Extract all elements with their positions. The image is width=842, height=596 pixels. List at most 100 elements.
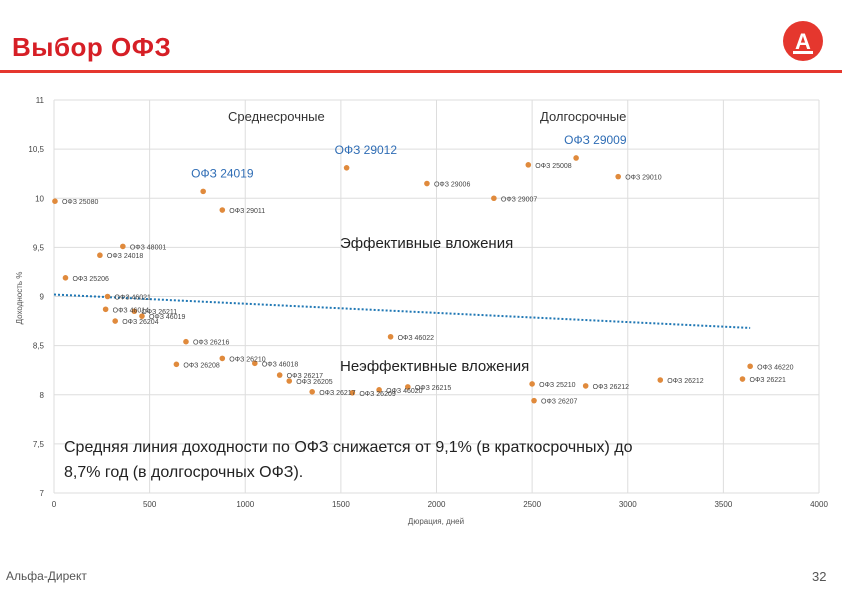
data-point <box>525 162 532 168</box>
data-label: ОФЗ 29007 <box>501 196 538 203</box>
ineffective-annotation: Неэффективные вложения <box>340 358 529 375</box>
title-divider <box>0 70 842 73</box>
data-label: ОФЗ 26208 <box>183 362 220 369</box>
data-label: ОФЗ 46014 <box>113 307 150 314</box>
slide-title: Выбор ОФЗ <box>12 32 172 62</box>
data-label: ОФЗ 46022 <box>398 335 435 342</box>
data-points <box>52 155 753 404</box>
data-label: ОФЗ 29010 <box>625 175 662 182</box>
x-axis-label: Дюрация, дней <box>408 517 464 526</box>
data-point <box>139 313 145 319</box>
data-label: ОФЗ 46021 <box>115 295 152 302</box>
logo-letter: А <box>795 29 811 54</box>
data-label: ОФЗ 25080 <box>62 199 99 206</box>
x-tick-labels: 0 500 1000 1500 2000 2500 3000 3500 4000 <box>52 500 829 509</box>
data-point <box>120 243 126 250</box>
data-point <box>531 397 537 404</box>
data-label: ОФЗ 26221 <box>750 377 787 384</box>
y-tick-label: 7 <box>40 489 45 498</box>
effective-annotation: Эффективные вложения <box>340 235 513 252</box>
data-label: ОФЗ 25008 <box>535 163 572 170</box>
y-tick-label: 11 <box>36 96 45 105</box>
data-point <box>309 389 315 395</box>
x-tick-label: 1000 <box>236 500 254 509</box>
data-label: ОФЗ 25206 <box>72 276 109 283</box>
data-point <box>349 389 356 396</box>
data-point <box>183 338 189 345</box>
data-label: ОФЗ 26212 <box>667 378 704 385</box>
data-point <box>747 363 753 370</box>
data-point <box>424 180 430 187</box>
x-tick-label: 3000 <box>619 500 637 509</box>
data-point <box>615 173 621 180</box>
data-point <box>276 372 283 378</box>
data-label: ОФЗ 26217 <box>287 373 324 380</box>
data-point <box>529 381 535 387</box>
x-tick-label: 2500 <box>523 500 541 509</box>
data-point <box>376 387 382 393</box>
data-point <box>97 252 103 259</box>
data-label: ОФЗ 26216 <box>193 340 230 347</box>
data-point <box>219 355 226 362</box>
y-tick-label: 10 <box>35 194 44 203</box>
data-point <box>252 360 258 367</box>
data-label-highlight: ОФЗ 24019 <box>191 166 254 180</box>
page-number: 32 <box>812 569 827 584</box>
data-label: ОФЗ 46220 <box>757 364 794 371</box>
x-tick-label: 2000 <box>428 500 446 509</box>
data-point <box>62 275 69 281</box>
footer-brand: Альфа-Директ <box>6 569 87 583</box>
data-point <box>491 195 497 202</box>
y-tick-label: 9 <box>40 293 45 302</box>
data-point <box>405 384 411 390</box>
x-tick-label: 500 <box>143 500 157 509</box>
x-tick-label: 3500 <box>714 500 732 509</box>
data-label: ОФЗ 26215 <box>415 385 452 392</box>
data-point <box>173 361 180 368</box>
y-axis-label: Доходность % <box>15 272 24 325</box>
data-point <box>657 377 664 383</box>
data-label: ОФЗ 26210 <box>229 356 266 363</box>
data-point <box>573 155 579 161</box>
data-point <box>286 378 293 384</box>
summary-line-1: Средняя линия доходности по ОФЗ снижаетс… <box>64 439 633 456</box>
data-point <box>739 376 746 382</box>
data-point <box>112 318 118 324</box>
data-point <box>219 207 226 213</box>
y-tick-labels: 7 7,5 8 8,5 9 9,5 10 10,5 11 <box>28 96 44 498</box>
chart-grid <box>53 99 820 494</box>
data-point <box>200 188 206 195</box>
summary-line-2: 8,7% год (в долгосрочных ОФЗ). <box>64 464 303 481</box>
y-tick-label: 10,5 <box>28 145 44 154</box>
data-point <box>582 383 589 389</box>
data-point <box>387 333 394 340</box>
data-label: ОФЗ 26205 <box>296 379 333 386</box>
data-label: ОФЗ 25210 <box>539 382 576 389</box>
data-label: ОФЗ 46020 <box>386 388 423 395</box>
alfa-logo: А <box>783 21 823 61</box>
data-point <box>52 198 58 204</box>
mid-term-annotation: Среднесрочные <box>228 109 325 124</box>
long-term-annotation: Долгосрочные <box>540 109 626 124</box>
data-point <box>104 293 111 300</box>
data-label: ОФЗ 29011 <box>229 208 265 215</box>
x-tick-label: 0 <box>52 500 57 509</box>
data-label: ОФЗ 26211 <box>141 309 177 316</box>
data-label: ОФЗ 48001 <box>130 244 167 251</box>
x-tick-label: 1500 <box>332 500 350 509</box>
y-tick-label: 9,5 <box>33 243 45 252</box>
y-tick-label: 8,5 <box>33 342 45 351</box>
data-label: ОФЗ 29006 <box>434 182 471 189</box>
data-label: ОФЗ 26212 <box>593 384 630 391</box>
x-tick-label: 4000 <box>810 500 828 509</box>
data-label-highlight: ОФЗ 29009 <box>564 133 627 147</box>
data-point <box>102 306 109 313</box>
data-label: ОФЗ 24018 <box>107 253 144 260</box>
data-label: ОФЗ 26207 <box>541 399 578 406</box>
point-labels: ОФЗ 25080 ОФЗ 24019 ОФЗ 29011 ОФЗ 29012 ОФЗ … <box>62 133 794 406</box>
scatter-chart: 7 7,5 8 8,5 9 9,5 10 10,5 11 0 500 1000 1500 2000 250… <box>15 96 829 526</box>
data-label: ОФЗ 46018 <box>262 361 299 368</box>
y-tick-label: 8 <box>40 391 45 400</box>
y-tick-label: 7,5 <box>33 440 45 449</box>
trend-line <box>53 293 751 329</box>
